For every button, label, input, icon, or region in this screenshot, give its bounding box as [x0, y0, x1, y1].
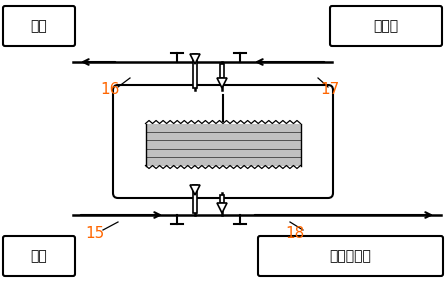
- FancyBboxPatch shape: [3, 236, 75, 276]
- Polygon shape: [220, 195, 224, 203]
- Polygon shape: [217, 203, 227, 213]
- Text: 廢液: 廢液: [31, 19, 47, 33]
- Text: 原液: 原液: [31, 249, 47, 263]
- FancyBboxPatch shape: [3, 6, 75, 46]
- Polygon shape: [193, 185, 197, 213]
- Text: 高濃度鎈液: 高濃度鎈液: [330, 249, 372, 263]
- FancyBboxPatch shape: [330, 6, 442, 46]
- Polygon shape: [193, 54, 197, 88]
- Polygon shape: [190, 54, 200, 64]
- Polygon shape: [220, 64, 224, 78]
- Text: 16: 16: [100, 83, 120, 98]
- Polygon shape: [217, 78, 227, 88]
- FancyBboxPatch shape: [258, 236, 443, 276]
- Text: 17: 17: [320, 83, 339, 98]
- Polygon shape: [190, 185, 200, 195]
- Text: 15: 15: [85, 226, 105, 241]
- Bar: [145, 123, 301, 166]
- FancyBboxPatch shape: [113, 85, 333, 198]
- Text: 18: 18: [285, 226, 305, 241]
- Text: 洗脱液: 洗脱液: [373, 19, 399, 33]
